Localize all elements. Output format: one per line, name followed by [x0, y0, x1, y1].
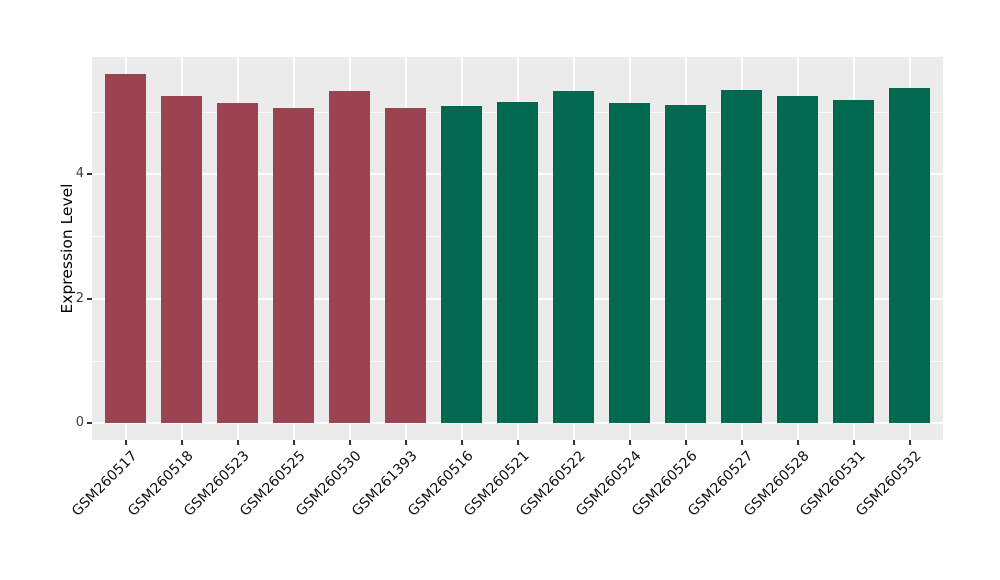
bar-GSM260521 [497, 102, 539, 423]
bar-GSM260528 [777, 96, 819, 423]
x-tick-GSM260526 [684, 440, 687, 445]
bar-GSM260524 [609, 102, 651, 423]
x-tick-GSM260528 [796, 440, 799, 445]
x-tick-GSM260517 [124, 440, 127, 445]
bar-GSM261393 [385, 107, 427, 423]
bar-GSM260517 [105, 74, 147, 423]
x-tick-GSM260524 [628, 440, 631, 445]
bar-GSM260530 [329, 90, 371, 423]
x-tick-GSM260516 [460, 440, 463, 445]
x-tick-GSM260522 [572, 440, 575, 445]
x-tick-GSM260530 [348, 440, 351, 445]
x-tick-GSM260532 [908, 440, 911, 445]
bar-GSM260526 [665, 105, 707, 423]
x-tick-GSM260523 [236, 440, 239, 445]
bar-GSM260523 [217, 102, 259, 423]
x-tick-GSM260525 [292, 440, 295, 445]
x-tick-GSM260527 [740, 440, 743, 445]
bar-GSM260522 [553, 90, 595, 423]
x-tick-GSM260521 [516, 440, 519, 445]
bar-GSM260518 [161, 96, 203, 423]
x-tick-GSM260518 [180, 440, 183, 445]
bar-GSM260531 [833, 99, 875, 423]
y-tick-0 [87, 422, 92, 424]
bar-GSM260525 [273, 107, 315, 423]
bar-GSM260527 [721, 90, 763, 423]
x-tick-GSM260531 [852, 440, 855, 445]
y-tick-label-2: 2 [75, 290, 84, 306]
bar-GSM260516 [441, 105, 483, 423]
y-tick-2 [87, 297, 92, 300]
y-tick-label-4: 4 [75, 166, 84, 182]
y-axis-title: Expression Level [57, 183, 76, 314]
y-tick-4 [87, 173, 92, 176]
x-tick-GSM261393 [404, 440, 407, 445]
bar-GSM260532 [889, 88, 931, 423]
y-tick-label-0: 0 [75, 415, 84, 430]
plot-panel [92, 57, 943, 440]
